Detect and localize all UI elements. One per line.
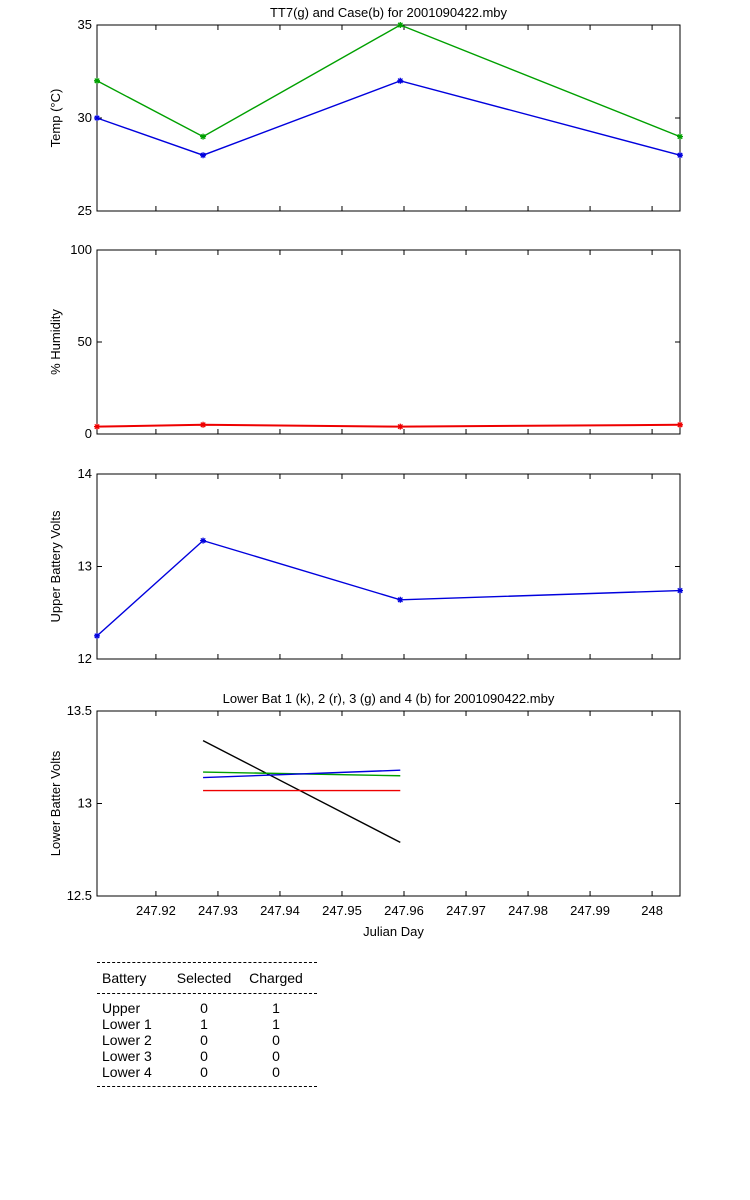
row-battery-name: Lower 1 bbox=[102, 1016, 152, 1032]
battery-status-table: Battery Selected Charged Upper 0 1 Lower… bbox=[97, 962, 317, 1087]
y-tick-label: 14 bbox=[78, 466, 92, 481]
y-tick-label: 12 bbox=[78, 651, 92, 666]
row-charged-value: 0 bbox=[272, 1032, 280, 1048]
table-bottom-divider bbox=[97, 1086, 317, 1087]
data-point-marker bbox=[397, 22, 404, 28]
chart-title: TT7(g) and Case(b) for 2001090422.mby bbox=[270, 5, 508, 20]
series-line bbox=[96, 539, 681, 637]
data-point-marker bbox=[94, 77, 100, 84]
data-point-marker bbox=[677, 421, 683, 428]
series-line bbox=[96, 24, 681, 138]
y-tick-label: 30 bbox=[78, 110, 92, 125]
data-point-marker bbox=[397, 423, 404, 430]
data-point-marker bbox=[677, 587, 683, 594]
x-axis-label: Julian Day bbox=[363, 924, 424, 939]
row-selected-value: 0 bbox=[200, 1032, 208, 1048]
plot-frame bbox=[96, 710, 681, 897]
table-header-row: Battery Selected Charged bbox=[97, 963, 317, 993]
row-charged-value: 1 bbox=[272, 1016, 280, 1032]
table-row: Lower 1 1 1 bbox=[97, 1016, 317, 1032]
x-tick-label: 248 bbox=[641, 903, 663, 918]
y-tick-label: 13.5 bbox=[67, 703, 92, 718]
table-row: Lower 2 0 0 bbox=[97, 1032, 317, 1048]
header-battery: Battery bbox=[102, 970, 147, 986]
x-tick-label: 247.95 bbox=[322, 903, 362, 918]
x-tick-label: 247.92 bbox=[136, 903, 176, 918]
data-point-marker bbox=[677, 133, 683, 140]
header-selected: Selected bbox=[176, 970, 232, 986]
y-tick-label: 50 bbox=[78, 334, 92, 349]
plot-frame bbox=[96, 24, 681, 212]
plot-frame bbox=[96, 473, 681, 660]
y-tick-label: 25 bbox=[78, 203, 92, 218]
row-battery-name: Lower 3 bbox=[102, 1048, 152, 1064]
row-charged-value: 0 bbox=[272, 1048, 280, 1064]
table-header-divider bbox=[97, 993, 317, 994]
y-tick-label: 12.5 bbox=[67, 888, 92, 903]
y-axis-label: Upper Battery Volts bbox=[48, 510, 63, 622]
y-tick-label: 13 bbox=[78, 559, 92, 574]
x-tick-label: 247.99 bbox=[570, 903, 610, 918]
row-selected-value: 0 bbox=[200, 1064, 208, 1080]
x-tick-label: 247.98 bbox=[508, 903, 548, 918]
y-tick-label: 0 bbox=[85, 426, 92, 441]
row-battery-name: Lower 4 bbox=[102, 1064, 152, 1080]
data-point-marker bbox=[200, 133, 207, 140]
charts-canvas: 25 30 35 TT7(g) and Case(b) for 2001090422.… bbox=[48, 5, 683, 939]
series-line bbox=[203, 769, 401, 779]
plot-frame bbox=[96, 249, 681, 435]
x-tick-label: 247.94 bbox=[260, 903, 300, 918]
header-charged: Charged bbox=[249, 970, 303, 986]
y-axis-label: Lower Batter Volts bbox=[48, 750, 63, 856]
data-point-marker bbox=[397, 77, 404, 84]
table-row: Lower 4 0 0 bbox=[97, 1064, 317, 1080]
data-point-marker bbox=[677, 152, 683, 159]
series-line bbox=[96, 423, 681, 428]
data-point-marker bbox=[94, 632, 100, 639]
table-row: Upper 0 1 bbox=[97, 1000, 317, 1016]
y-tick-label: 35 bbox=[78, 17, 92, 32]
table-body: Upper 0 1 Lower 1 1 1 Lower 2 0 0 Lower … bbox=[97, 994, 317, 1086]
chart-title: Lower Bat 1 (k), 2 (r), 3 (g) and 4 (b) … bbox=[223, 691, 555, 706]
y-axis-label: % Humidity bbox=[48, 309, 63, 375]
row-selected-value: 0 bbox=[200, 1000, 208, 1016]
row-selected-value: 1 bbox=[200, 1016, 208, 1032]
x-tick-label: 247.96 bbox=[384, 903, 424, 918]
y-tick-label: 13 bbox=[78, 796, 92, 811]
row-battery-name: Lower 2 bbox=[102, 1032, 152, 1048]
series-line bbox=[202, 739, 401, 843]
data-point-marker bbox=[200, 152, 207, 159]
y-tick-label: 100 bbox=[70, 242, 92, 257]
row-selected-value: 0 bbox=[200, 1048, 208, 1064]
data-point-marker bbox=[200, 537, 207, 544]
row-battery-name: Upper bbox=[102, 1000, 141, 1016]
data-point-marker bbox=[94, 115, 100, 121]
x-tick-label: 247.93 bbox=[198, 903, 238, 918]
data-point-marker bbox=[397, 596, 404, 603]
data-point-marker bbox=[94, 423, 100, 430]
table-row: Lower 3 0 0 bbox=[97, 1048, 317, 1064]
y-axis-label: Temp (°C) bbox=[48, 89, 63, 148]
row-charged-value: 1 bbox=[272, 1000, 280, 1016]
data-point-marker bbox=[200, 421, 207, 428]
table-top-divider bbox=[97, 962, 317, 963]
x-tick-label: 247.97 bbox=[446, 903, 486, 918]
row-charged-value: 0 bbox=[272, 1064, 280, 1080]
series-line bbox=[96, 80, 681, 156]
